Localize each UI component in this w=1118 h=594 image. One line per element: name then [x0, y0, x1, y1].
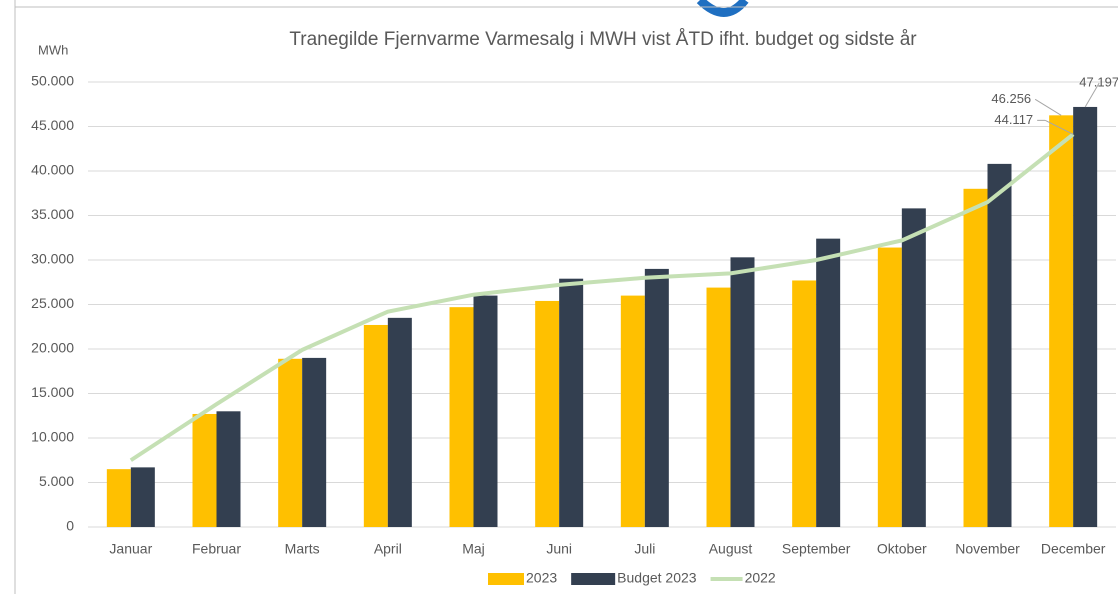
- bar: [816, 238, 841, 527]
- y-tick-label: 5.000: [39, 473, 74, 489]
- bar: [387, 317, 412, 527]
- bar: [278, 358, 303, 527]
- y-tick-label: 40.000: [31, 162, 74, 178]
- bar: [559, 278, 584, 527]
- leader-line: [1034, 98, 1062, 116]
- x-tick-label: Juli: [634, 541, 655, 557]
- x-tick-label: September: [782, 541, 851, 557]
- bar: [620, 295, 645, 527]
- data-label: 44.117: [994, 112, 1033, 127]
- y-axis-label: MWh: [38, 42, 68, 57]
- x-tick-label: November: [955, 541, 1020, 557]
- bar: [901, 208, 926, 527]
- chart-title: Tranegilde Fjernvarme Varmesalg i MWH vi…: [289, 29, 917, 50]
- bar: [302, 357, 327, 527]
- bar: [130, 467, 155, 527]
- legend-swatch: [571, 573, 616, 585]
- bar: [363, 324, 388, 527]
- y-tick-label: 35.000: [31, 206, 74, 222]
- bar: [1049, 115, 1074, 528]
- bar: [644, 268, 669, 527]
- bar: [216, 411, 241, 527]
- x-tick-label: Februar: [192, 541, 241, 557]
- legend-label: 2023: [526, 570, 557, 586]
- bar: [449, 307, 474, 527]
- x-tick-label: Juni: [546, 541, 572, 557]
- legend-swatch: [488, 573, 524, 585]
- y-tick-label: 15.000: [31, 384, 74, 400]
- x-tick-label: December: [1041, 541, 1106, 557]
- line: [129, 132, 1075, 462]
- bar: [1073, 106, 1098, 527]
- x-tick-label: Oktober: [877, 541, 927, 557]
- bar: [706, 287, 731, 527]
- y-tick-label: 45.000: [31, 117, 74, 133]
- bar: [987, 163, 1012, 527]
- data-label: 46.256: [991, 91, 1031, 106]
- x-tick-label: April: [374, 541, 402, 557]
- bar: [106, 469, 131, 527]
- bar: [473, 295, 498, 527]
- leader-line: [1044, 119, 1074, 135]
- leader-line: [1084, 82, 1100, 108]
- y-tick-label: 25.000: [31, 295, 74, 311]
- y-tick-label: 0: [66, 518, 74, 534]
- y-tick-label: 10.000: [31, 429, 74, 445]
- header-fragment: [696, 0, 749, 17]
- data-label: 47.197: [1079, 74, 1118, 89]
- legend-label: 2022: [745, 570, 776, 586]
- bar: [730, 257, 755, 527]
- x-tick-label: Januar: [109, 541, 152, 557]
- y-tick-label: 50.000: [31, 73, 74, 89]
- x-tick-label: Maj: [462, 541, 485, 557]
- legend-label: Budget 2023: [617, 570, 697, 586]
- bar: [192, 413, 217, 527]
- x-tick-label: August: [709, 541, 753, 557]
- bar: [535, 300, 560, 527]
- y-tick-label: 30.000: [31, 251, 74, 267]
- x-tick-label: Marts: [285, 541, 320, 557]
- bar: [963, 188, 988, 528]
- bar: [792, 280, 817, 527]
- y-tick-label: 20.000: [31, 340, 74, 356]
- bar: [877, 247, 902, 528]
